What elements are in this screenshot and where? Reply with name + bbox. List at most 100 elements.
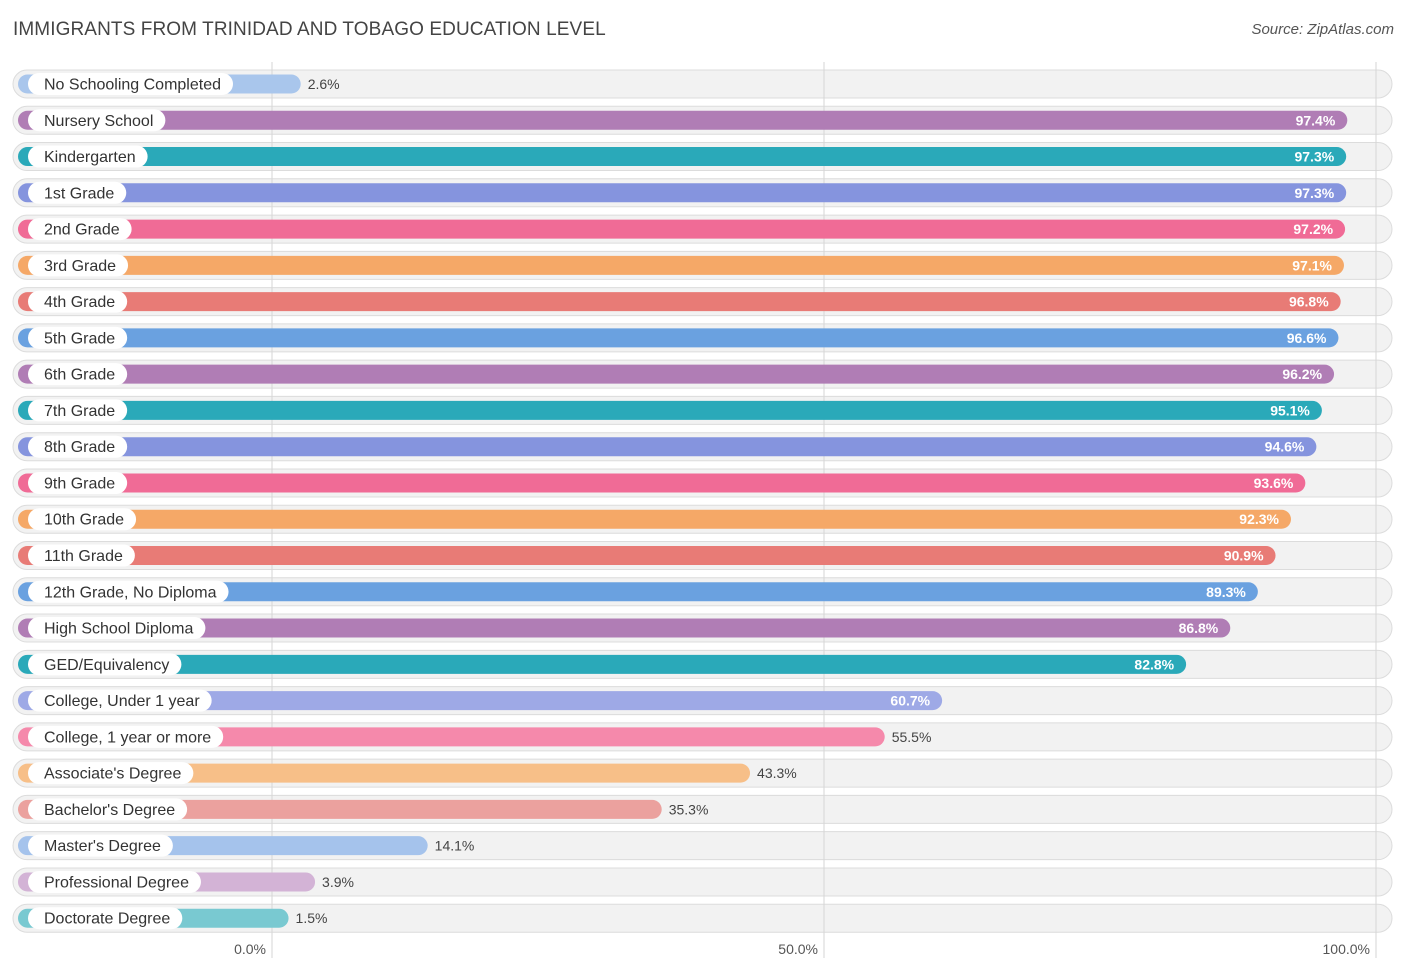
category-label-pill [28,181,127,204]
value-label: 93.6% [1254,475,1294,491]
value-label: 86.8% [1179,620,1219,636]
category-label: 7th Grade [44,403,115,420]
category-label: 10th Grade [44,512,124,529]
bar [18,509,1291,529]
category-label: GED/Equivalency [44,657,169,674]
category-label-pill [28,762,194,785]
category-label-pill [28,290,128,313]
bar [18,691,943,711]
category-label-pill [28,145,148,168]
x-tick-label: 100.0% [1323,941,1370,957]
bar [18,328,1339,348]
category-label: Associate's Degree [44,766,181,783]
bar [18,546,1276,566]
category-label-pill [28,725,224,748]
category-label: 4th Grade [44,294,115,311]
category-label: Doctorate Degree [44,911,170,928]
category-label: Bachelor's Degree [44,802,175,819]
value-label: 94.6% [1265,439,1305,455]
bar [18,437,1317,457]
value-label: 97.1% [1292,257,1332,273]
value-label: 55.5% [892,729,932,745]
x-axis-ticks: 0.0% 50.0% 100.0% [234,941,1370,957]
category-label-pill [28,798,188,821]
category-label: 2nd Grade [44,222,120,239]
bar [18,654,1187,674]
value-label: 95.1% [1270,402,1310,418]
category-label: Master's Degree [44,838,161,855]
value-label: 60.7% [890,693,930,709]
value-label: 97.4% [1296,112,1336,128]
category-label-pill [28,907,183,930]
row-background [12,903,1393,933]
category-label: 8th Grade [44,439,115,456]
category-label-pill [28,399,128,422]
category-label-pill [28,326,128,349]
bar [18,618,1231,638]
value-label: 43.3% [757,765,797,781]
value-label: 96.2% [1282,366,1322,382]
category-label-pill [28,508,137,531]
category-label-pill [28,254,129,277]
category-label-pill [28,653,182,676]
category-label: 3rd Grade [44,258,116,275]
chart-title: IMMIGRANTS FROM TRINIDAD AND TOBAGO EDUC… [13,19,606,40]
category-label-pill [28,580,229,603]
category-label-pill [28,109,166,132]
value-label: 2.6% [308,76,340,92]
value-label: 96.8% [1289,294,1329,310]
category-label: Professional Degree [44,874,189,891]
category-label-pill [28,73,233,95]
bar [18,110,1348,130]
value-label: 89.3% [1206,584,1246,600]
bar [18,364,1335,384]
bar [18,763,751,783]
row-background [12,867,1393,897]
category-label: 6th Grade [44,367,115,384]
value-label: 97.3% [1294,185,1334,201]
category-label-pill [28,471,128,494]
category-label: 12th Grade, No Diploma [44,584,217,601]
category-label: 9th Grade [44,475,115,492]
value-label: 82.8% [1134,656,1174,672]
row-background [12,69,1393,99]
bar [18,473,1306,493]
category-label-pill [28,435,128,458]
value-label: 90.9% [1224,548,1264,564]
value-label: 97.2% [1293,221,1333,237]
x-tick-label: 0.0% [234,941,266,957]
value-label: 92.3% [1239,511,1279,527]
category-label: College, 1 year or more [44,729,211,746]
category-label-pill [28,617,206,640]
category-label-pill [28,363,128,386]
category-label-pill [28,544,135,567]
bar [18,147,1347,167]
category-label: No Schooling Completed [44,77,221,94]
value-label: 96.6% [1287,330,1327,346]
value-label: 1.5% [296,910,328,926]
value-label: 35.3% [669,801,709,817]
value-label: 3.9% [322,874,354,890]
category-label: Kindergarten [44,149,136,166]
bar [18,292,1341,312]
category-label: High School Diploma [44,621,194,638]
category-label-pill [28,870,201,893]
category-label: 11th Grade [44,548,123,565]
x-tick-label: 50.0% [778,941,818,957]
bar [18,400,1322,420]
bar [18,255,1344,275]
source-credit: Source: ZipAtlas.com [1251,21,1394,38]
category-label-pill [28,689,212,712]
category-label: Nursery School [44,113,153,130]
value-label: 97.3% [1294,149,1334,165]
bar [18,727,885,747]
category-label-pill [28,834,173,857]
category-label: College, Under 1 year [44,693,200,710]
category-label-pill [28,218,132,241]
category-label: 1st Grade [44,185,114,202]
bar [18,183,1347,203]
bars: No Schooling Completed 2.6% Nursery School… [18,73,1348,930]
category-label: 5th Grade [44,330,115,347]
bar [18,582,1258,602]
